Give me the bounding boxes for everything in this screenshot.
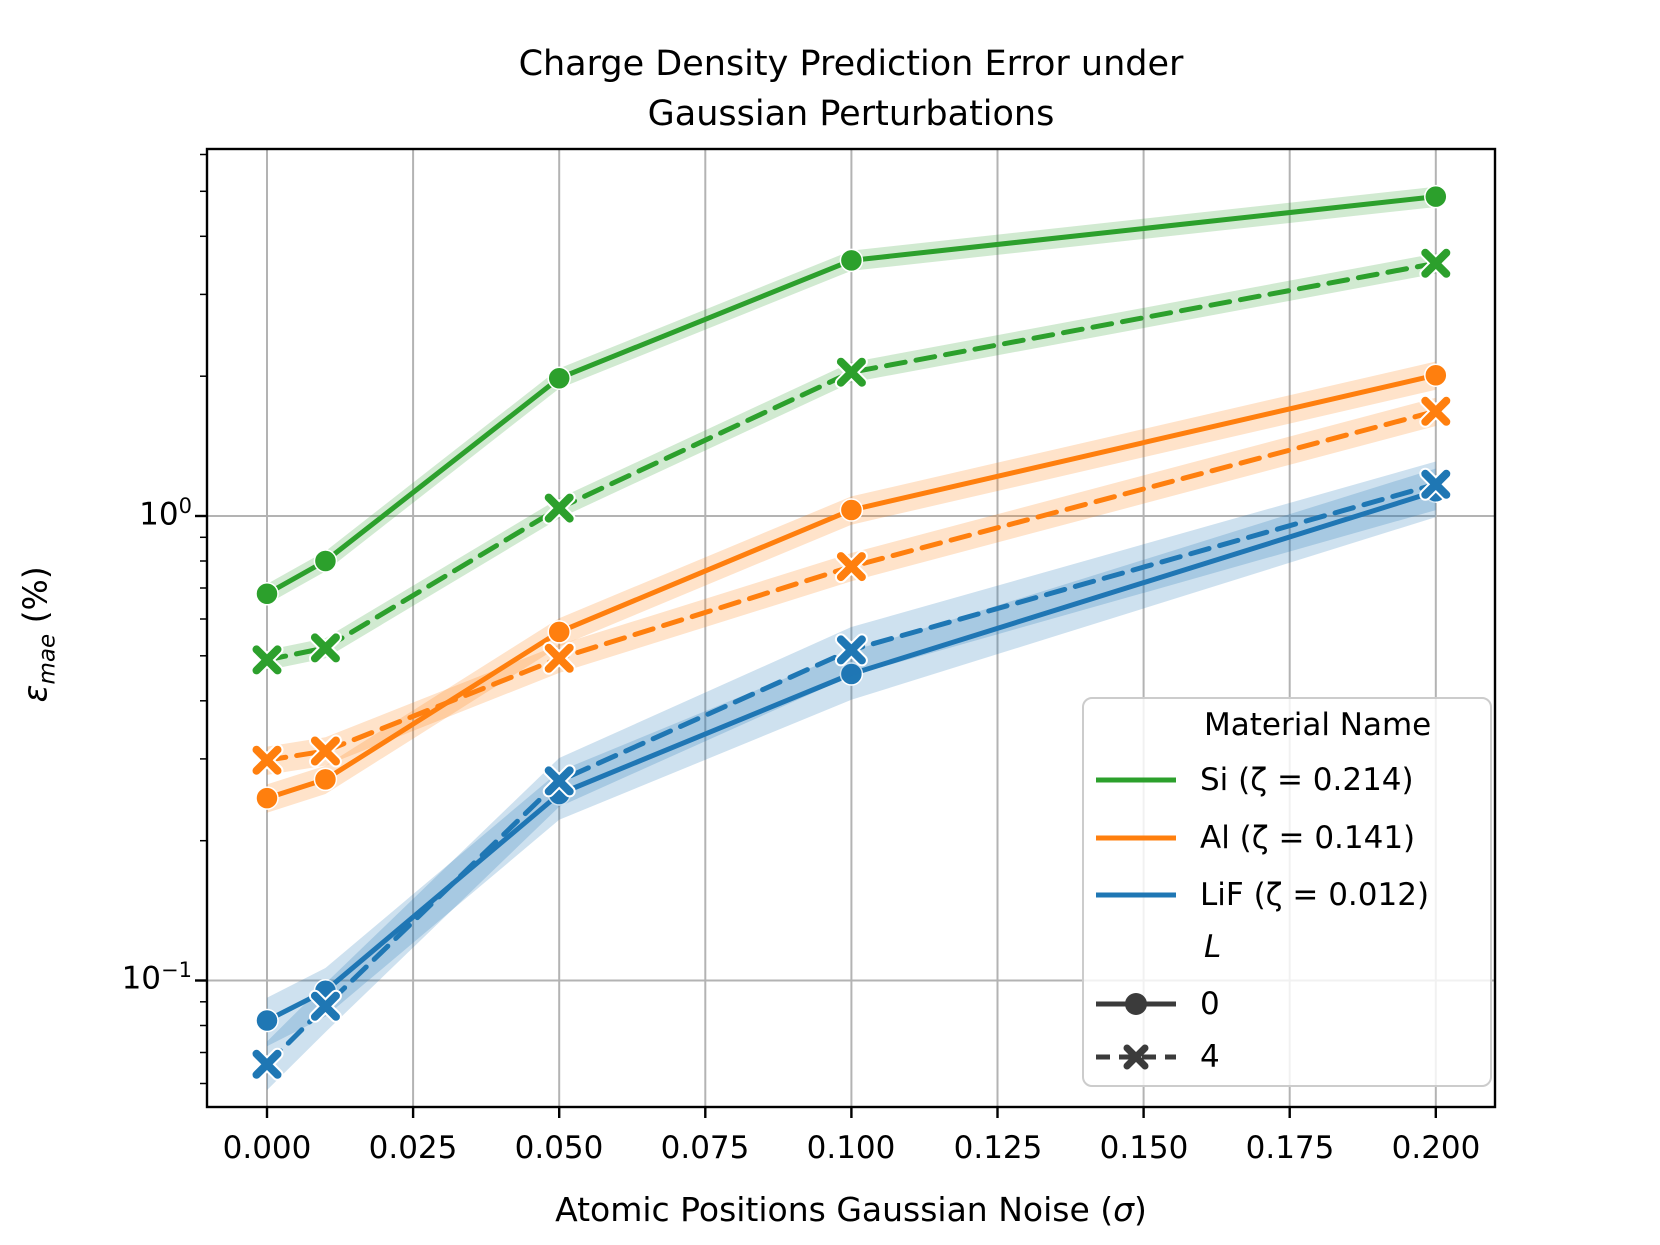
x-axis-label: Atomic Positions Gaussian Noise (σ) (207, 1190, 1495, 1229)
x-tick-label-3: 0.075 (660, 1130, 750, 1166)
marker-LiF-L4 (1421, 469, 1451, 499)
marker-Si-L0 (313, 549, 338, 573)
legend-item-lif: LiF (ζ = 0.012) (1084, 875, 1490, 915)
legend-item-l0: 0 (1084, 984, 1490, 1024)
marker-LiF-L4 (544, 766, 574, 796)
confidence-band-Al-L0 (267, 361, 1436, 813)
chart-title-line2: Gaussian Perturbations (647, 93, 1055, 134)
marker-Al-L4 (310, 736, 340, 766)
marker-Al-L4 (544, 643, 574, 673)
legend-label-lif: LiF (ζ = 0.012) (1200, 877, 1430, 913)
y-tick-label-1: 10−1 (92, 958, 192, 996)
x-tick-label-8: 0.200 (1391, 1130, 1481, 1166)
marker-Si-L4 (544, 493, 574, 523)
legend-l-title: L (1204, 929, 1222, 965)
confidence-band-LiF-L4 (267, 461, 1436, 1091)
lif-line-swatch (1096, 892, 1176, 898)
x-axis-label-text: Atomic Positions Gaussian Noise ( (555, 1190, 1114, 1229)
x-tick-label-4: 0.100 (806, 1130, 896, 1166)
marker-Al-L4 (836, 552, 866, 582)
legend-material-title: Material Name (1204, 707, 1432, 743)
legend: Material Name Si (ζ = 0.214) Al (ζ = 0.1… (1082, 697, 1492, 1087)
legend-header-material: Material Name (1084, 705, 1490, 745)
legend-label-l4: 4 (1200, 1039, 1220, 1075)
marker-LiF-L0 (255, 1008, 279, 1033)
dashed-x-swatch (1096, 1044, 1176, 1070)
marker-Si-L0 (1424, 184, 1448, 209)
x-tick-label-6: 0.150 (1099, 1130, 1189, 1166)
al-line-swatch (1096, 835, 1176, 841)
marker-Al-L0 (255, 786, 279, 810)
y-axis-label-subscript: mae (34, 633, 61, 685)
marker-Al-L4 (1421, 396, 1451, 426)
marker-Si-L4 (836, 357, 866, 387)
marker-Al-L0 (1424, 363, 1448, 387)
marker-Si-L4 (310, 633, 340, 663)
y-tick-exp: −1 (161, 958, 192, 982)
legend-label-l0: 0 (1200, 986, 1220, 1022)
legend-label-si: Si (ζ = 0.214) (1200, 762, 1414, 798)
marker-Al-L4 (252, 745, 282, 775)
y-axis-label-units: (%) (15, 566, 55, 634)
marker-Al-L0 (313, 767, 338, 792)
marker-Si-L0 (255, 582, 279, 606)
y-tick-base: 10 (139, 496, 179, 533)
confidence-band-Al-L4 (267, 397, 1436, 775)
x-tick-label-7: 0.175 (1245, 1130, 1335, 1166)
x-tick-label-2: 0.050 (514, 1130, 604, 1166)
x-tick-label-5: 0.125 (953, 1130, 1043, 1166)
sigma-symbol: σ (1113, 1190, 1135, 1229)
epsilon-symbol: ε (15, 684, 55, 703)
x-tick-label-0: 0.000 (222, 1130, 312, 1166)
chart-title-line1: Charge Density Prediction Error under (518, 44, 1184, 84)
legend-header-l: L (1084, 927, 1490, 967)
si-line-swatch (1096, 777, 1176, 783)
legend-label-al: Al (ζ = 0.141) (1200, 820, 1416, 856)
marker-LiF-L0 (839, 662, 864, 686)
marker-LiF-L4 (836, 635, 866, 665)
y-tick-label-0: 100 (92, 494, 192, 532)
marker-LiF-L4 (252, 1049, 282, 1079)
y-axis-label: εmae (%) (16, 484, 61, 784)
x-tick-label-1: 0.025 (368, 1130, 458, 1166)
marker-LiF-L4 (310, 991, 340, 1021)
marker-Si-L0 (839, 248, 864, 273)
marker-Si-L4 (252, 645, 282, 675)
solid-circle-swatch (1096, 993, 1176, 1015)
marker-Al-L0 (839, 498, 864, 522)
y-tick-base: 10 (121, 960, 162, 997)
marker-Si-L4 (1421, 248, 1451, 278)
x-axis-label-close: ) (1134, 1190, 1147, 1229)
chart-title: Charge Density Prediction Error under Ga… (207, 40, 1495, 139)
y-tick-exp: 0 (178, 494, 192, 518)
legend-item-si: Si (ζ = 0.214) (1084, 760, 1490, 800)
confidence-band-Si-L4 (267, 253, 1436, 671)
legend-item-l4: 4 (1084, 1037, 1490, 1077)
legend-item-al: Al (ζ = 0.141) (1084, 818, 1490, 858)
marker-Al-L0 (547, 620, 571, 644)
marker-Si-L0 (547, 366, 571, 390)
